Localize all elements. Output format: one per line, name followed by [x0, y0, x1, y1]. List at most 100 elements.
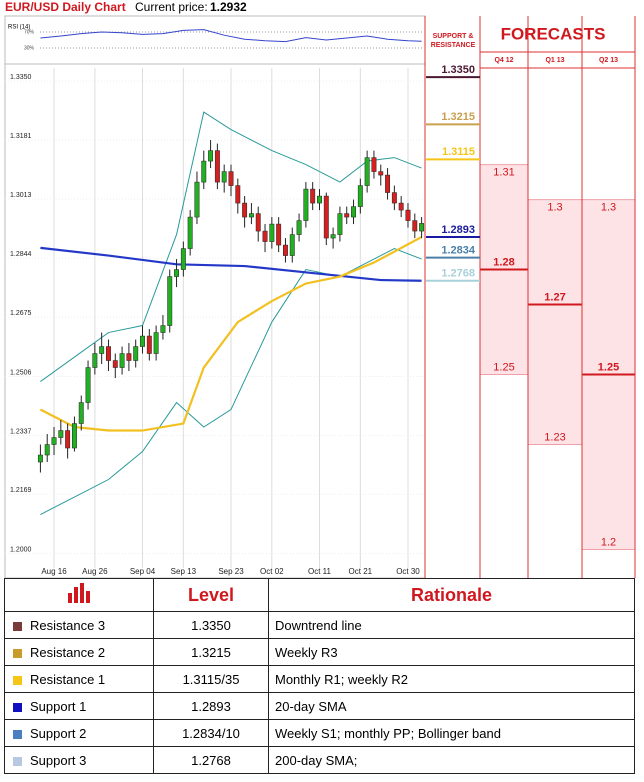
- y-tick-label: 1.2675: [10, 310, 32, 317]
- rsi-tick-label: 70%: [24, 29, 35, 35]
- candle-body: [44, 444, 50, 456]
- x-tick-label: Oct 02: [260, 567, 284, 576]
- candle-body: [330, 234, 336, 239]
- candle-body: [405, 209, 411, 221]
- x-tick-label: Aug 26: [82, 567, 108, 576]
- forecast-quarter: Q4 12: [494, 57, 513, 64]
- levels-table: Level Rationale Resistance 3 1.3350 Downtr…: [4, 578, 635, 774]
- forecast-quarter: Q1 13: [545, 57, 564, 64]
- level-value: 1.3115/35: [153, 665, 269, 693]
- swatch: [13, 702, 22, 712]
- candle-body: [58, 430, 64, 438]
- rationale: 20-day SMA: [268, 692, 635, 720]
- candle-body: [296, 220, 302, 235]
- y-tick-label: 1.2000: [10, 546, 32, 553]
- levels-title-box: SUPPORT & RESISTANCE: [430, 33, 476, 49]
- header-level: Level: [153, 578, 269, 612]
- candle-body: [106, 346, 111, 361]
- candle-body: [289, 234, 295, 256]
- table-row: Support 3 1.2768 200-day SMA;: [4, 746, 635, 774]
- rationale: Monthly R1; weekly R2: [268, 665, 635, 693]
- table-row: Support 2 1.2834/10 Weekly S1; monthly PP;…: [4, 719, 635, 747]
- candle-body: [323, 195, 329, 239]
- forecast-value: 1.25: [493, 361, 514, 373]
- level-name: Support 1: [30, 698, 87, 714]
- rationale: Downtrend line: [268, 611, 635, 639]
- level-label: 1.2768: [441, 268, 475, 280]
- level-value: 1.2834/10: [153, 719, 269, 747]
- forecasts-title: FORECASTS: [501, 24, 606, 43]
- candle-body: [317, 195, 322, 204]
- name-cell: Support 3: [4, 746, 154, 774]
- candle-body: [194, 181, 200, 218]
- candle-body: [391, 192, 397, 204]
- candle-body: [160, 325, 166, 333]
- name-cell: Resistance 1: [4, 665, 154, 693]
- swatch: [13, 729, 22, 739]
- swatch: [13, 675, 22, 685]
- candle-body: [310, 188, 316, 204]
- indicator-line: [39, 236, 423, 432]
- candle-body: [385, 174, 391, 193]
- level-name: Resistance 3: [30, 617, 106, 633]
- swatch: [13, 648, 22, 658]
- candle-body: [357, 185, 363, 207]
- x-tick-label: Sep 04: [130, 567, 156, 576]
- price: 1.2932: [210, 0, 247, 14]
- table-row: Resistance 2 1.3215 Weekly R3: [4, 638, 635, 666]
- x-tick-label: Oct 21: [349, 567, 373, 576]
- candle-body: [133, 346, 139, 361]
- candle-body: [371, 157, 377, 172]
- candle-body: [221, 171, 227, 183]
- indicator-line: [40, 248, 422, 515]
- candle-body: [92, 353, 98, 368]
- forecast-value: 1.25: [598, 361, 619, 373]
- y-tick-label: 1.3350: [10, 74, 32, 81]
- candle-body: [65, 430, 71, 449]
- table-row: Resistance 1 1.3115/35 Monthly R1; weekly …: [4, 665, 635, 693]
- table-row: Support 1 1.2893 20-day SMA: [4, 692, 635, 720]
- name-cell: Resistance 3: [4, 611, 154, 639]
- plot-frame: [4, 15, 426, 578]
- level-value: 1.3350: [153, 611, 269, 639]
- forecast-value: 1.3: [547, 201, 562, 213]
- level-name: Support 2: [30, 725, 87, 741]
- rsi-tick-label: 30%: [24, 45, 35, 51]
- levels-title: SUPPORT & RESISTANCE: [430, 33, 476, 49]
- level-label: 1.3350: [441, 64, 475, 76]
- x-tick-label: Sep 13: [171, 567, 197, 576]
- forecast-value: 1.23: [544, 431, 565, 443]
- level-name: Resistance 1: [30, 671, 106, 687]
- chart-title: EUR/USD Daily Chart: [5, 0, 126, 14]
- bar-icon: [68, 582, 90, 603]
- rationale: 200-day SMA;: [268, 746, 635, 774]
- x-tick-label: Oct 30: [396, 567, 420, 576]
- price-label: Current price:: [135, 0, 208, 14]
- candle-body: [276, 223, 282, 246]
- icon-cell: [4, 578, 154, 612]
- candle-body: [201, 160, 207, 183]
- candle-body: [262, 230, 268, 242]
- candle-body: [140, 335, 145, 347]
- candle-body: [174, 269, 179, 277]
- candle-body: [214, 150, 220, 183]
- y-tick-label: 1.2337: [10, 428, 32, 435]
- candle-body: [146, 335, 152, 354]
- y-tick-label: 1.2506: [10, 369, 32, 376]
- candle-body: [242, 202, 248, 218]
- forecast-range: [528, 199, 582, 445]
- x-tick-label: Sep 23: [218, 567, 244, 576]
- candle-body: [112, 360, 118, 368]
- level-name: Resistance 2: [30, 644, 106, 660]
- name-cell: Resistance 2: [4, 638, 154, 666]
- rationale: Weekly R3: [268, 638, 635, 666]
- x-tick-label: Oct 11: [308, 567, 332, 576]
- candle-body: [412, 220, 418, 232]
- candle-body: [85, 367, 91, 403]
- forecast-quarter: Q2 13: [599, 57, 618, 64]
- candle-body: [248, 213, 254, 218]
- candle-body: [283, 244, 288, 256]
- name-cell: Support 2: [4, 719, 154, 747]
- level-value: 1.3215: [153, 638, 269, 666]
- y-tick-label: 1.3181: [10, 133, 32, 140]
